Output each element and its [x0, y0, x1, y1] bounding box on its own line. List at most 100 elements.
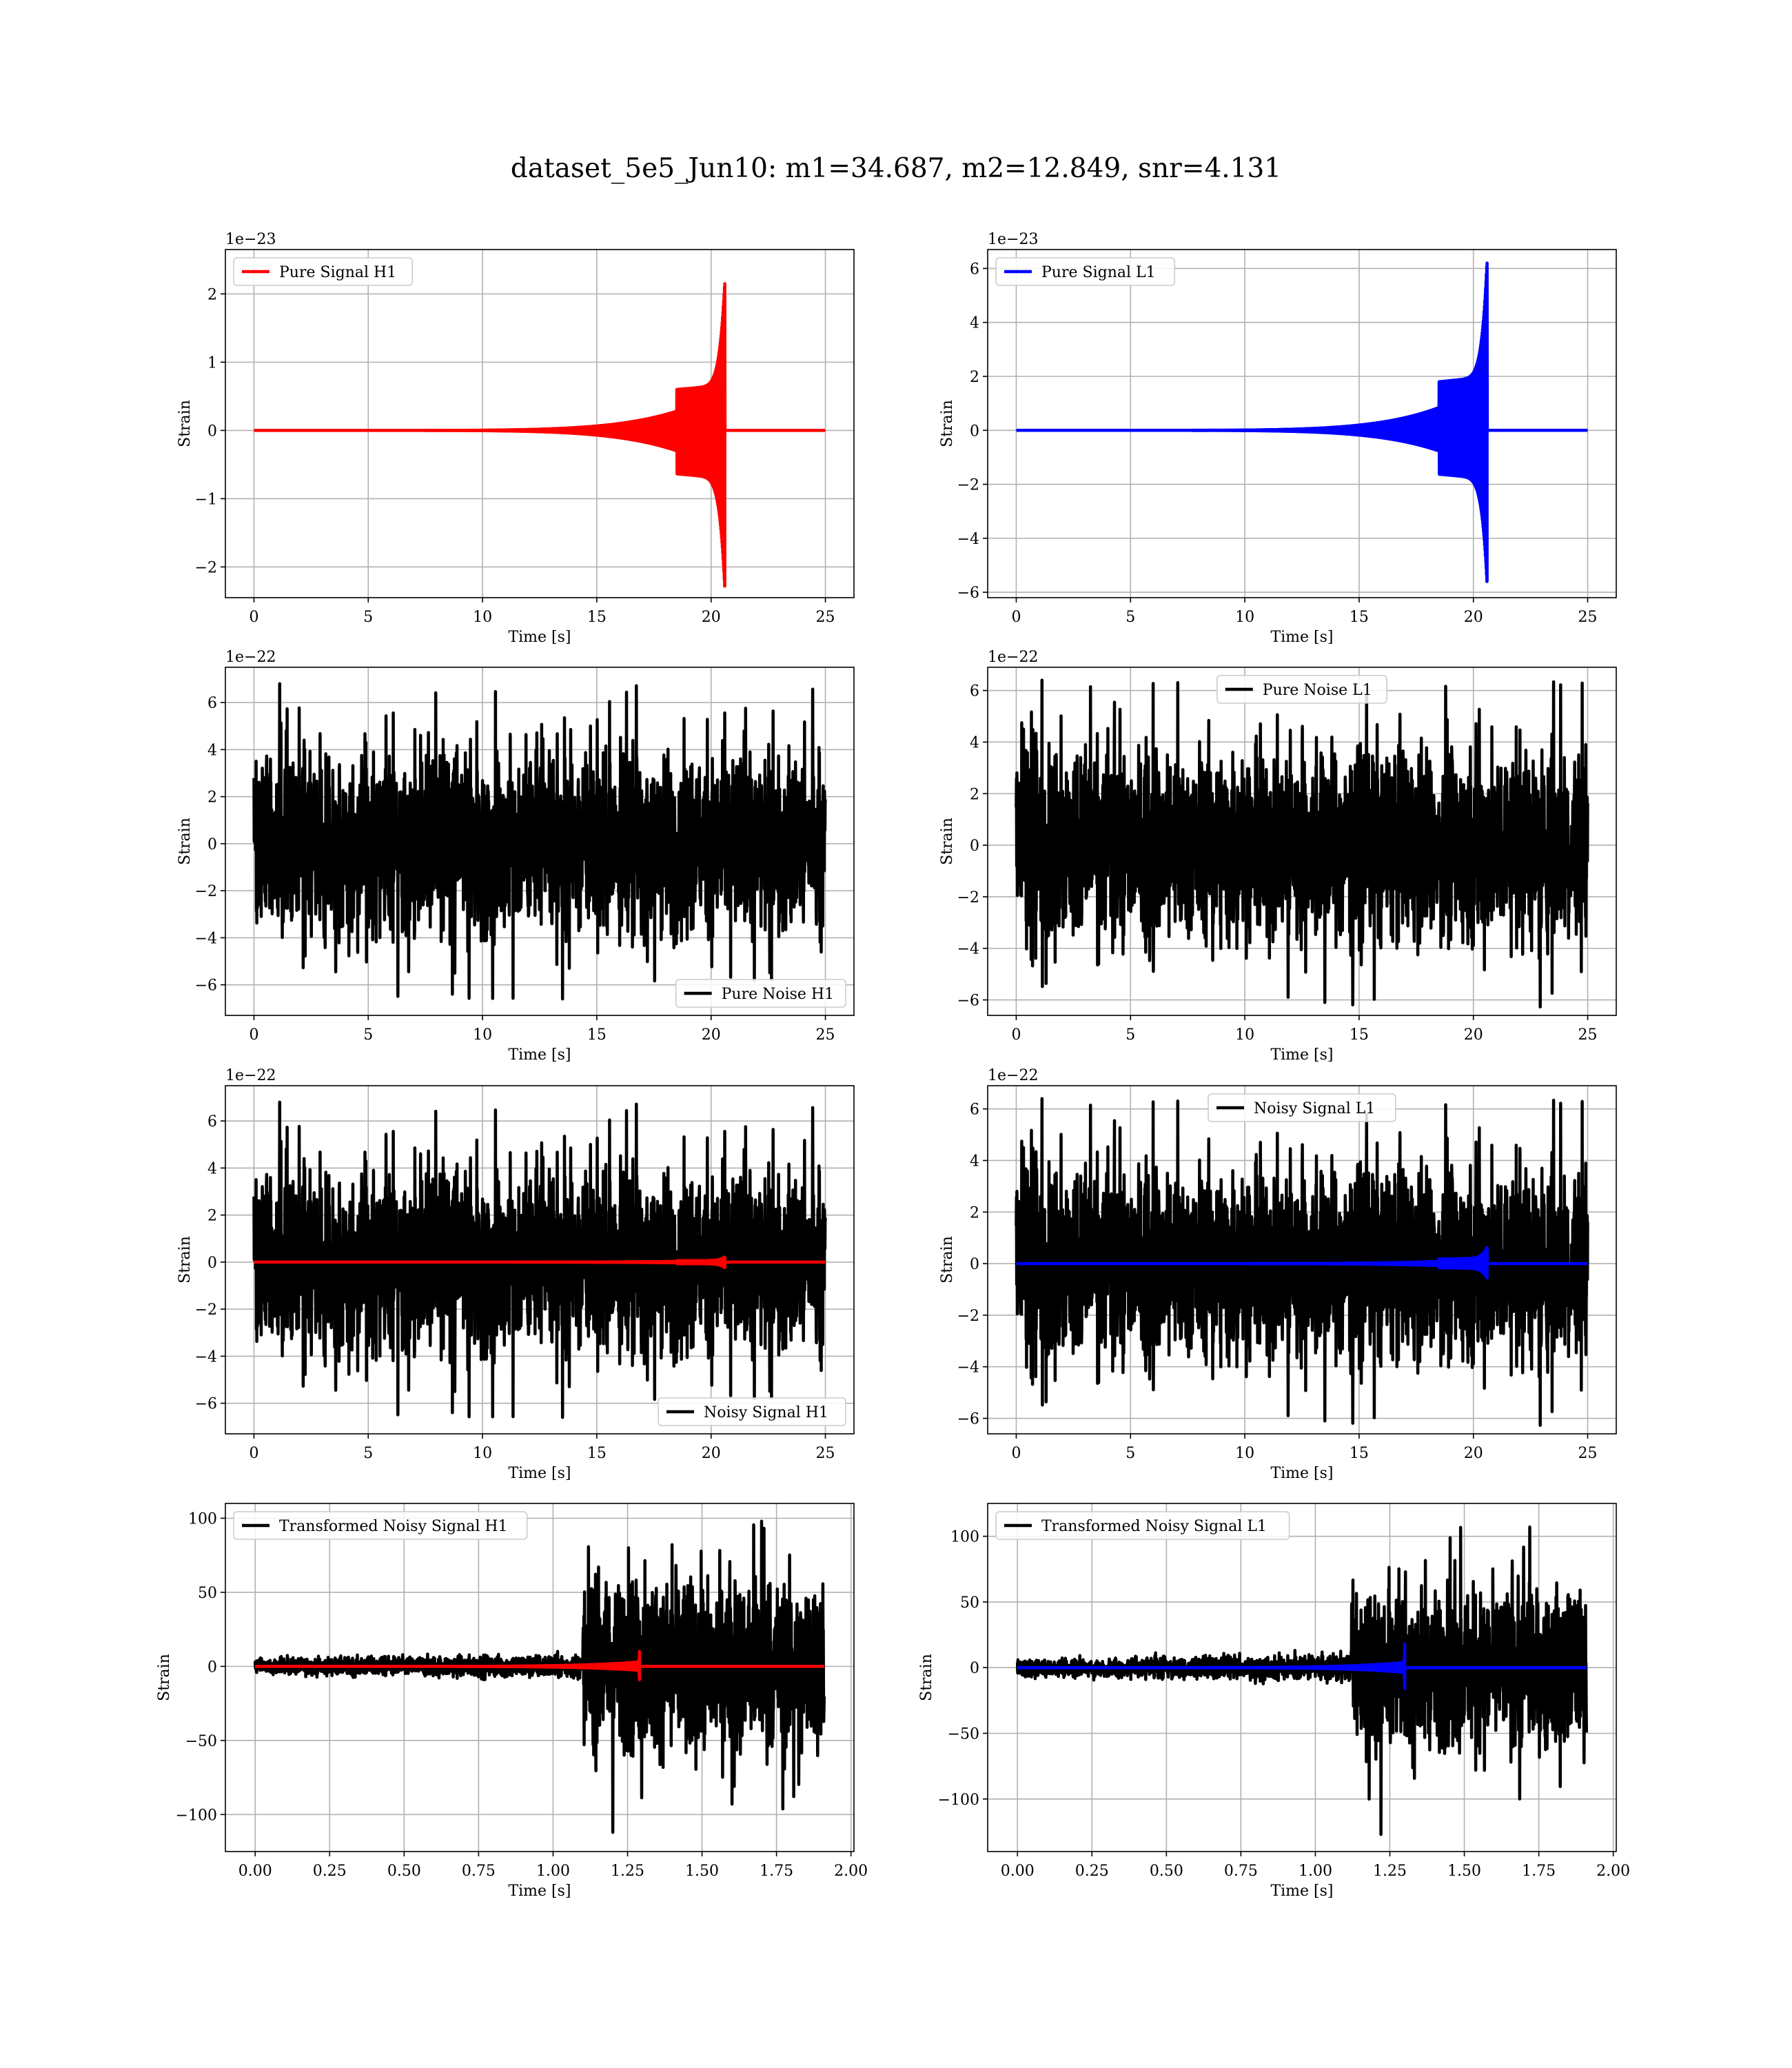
- y-tick-label: −100: [176, 1807, 217, 1824]
- offset-text: 1e−22: [225, 1067, 276, 1084]
- y-tick-label: 6: [970, 1102, 979, 1119]
- x-tick-label: 10: [473, 1026, 492, 1044]
- axes-frame: [225, 1503, 855, 1852]
- series-line: [252, 1255, 827, 1270]
- legend-label: Pure Noise L1: [1263, 682, 1372, 699]
- legend: Noisy Signal H1: [658, 1397, 846, 1426]
- y-tick-label: 2: [207, 1208, 217, 1225]
- axes-frame: [225, 249, 855, 598]
- x-tick-label: 25: [1578, 609, 1598, 626]
- y-tick-label: 2: [970, 369, 979, 386]
- legend: Pure Signal H1: [233, 257, 414, 286]
- series-line: [1015, 1525, 1589, 1836]
- y-tick-label: −6: [957, 993, 979, 1010]
- x-tick-label: 0.50: [1150, 1863, 1183, 1880]
- series-line: [1016, 1642, 1588, 1690]
- legend: Transformed Noisy Signal L1: [995, 1511, 1290, 1540]
- legend-label: Noisy Signal L1: [1254, 1100, 1375, 1117]
- x-tick-label: 2.00: [1596, 1863, 1630, 1880]
- x-tick-label: 0: [249, 1026, 258, 1044]
- legend: Pure Signal L1: [995, 257, 1176, 286]
- y-tick-label: −4: [957, 941, 979, 958]
- y-tick-label: 50: [198, 1585, 217, 1602]
- x-tick-label: 5: [363, 1026, 373, 1044]
- x-tick-label: 0: [1011, 1026, 1021, 1044]
- y-tick-label: 0: [207, 1659, 217, 1676]
- axes-frame: [987, 1503, 1617, 1852]
- legend: Noisy Signal L1: [1208, 1093, 1396, 1122]
- series-line: [252, 1100, 827, 1419]
- x-axis-label: Time [s]: [508, 629, 571, 646]
- x-tick-label: 5: [363, 1445, 373, 1462]
- axes-frame: [225, 667, 855, 1016]
- y-tick-label: 0: [970, 423, 979, 440]
- subplot-3: 0 5 10 15 20 25 −6 −4 −2 0 2 4 6 Time [s] Strain 1e−22 P…: [176, 649, 855, 1064]
- x-tick-label: 15: [1350, 609, 1369, 626]
- y-axis-label: Strain: [176, 818, 194, 865]
- x-tick-label: 20: [702, 609, 721, 626]
- subplot-4: 0 5 10 15 20 25 −6 −4 −2 0 2 4 6 Time [s] Strain 1e−22 P…: [939, 649, 1617, 1064]
- x-tick-label: 25: [1578, 1026, 1598, 1044]
- x-tick-label: 1.25: [611, 1863, 644, 1880]
- legend: Pure Noise H1: [675, 979, 846, 1008]
- y-tick-label: −1: [195, 491, 217, 508]
- y-axis-label: Strain: [939, 400, 956, 447]
- x-tick-label: 10: [1235, 1026, 1254, 1044]
- x-tick-label: 1.00: [1299, 1863, 1332, 1880]
- y-tick-label: −50: [948, 1725, 979, 1743]
- y-tick-label: 6: [207, 695, 217, 712]
- x-tick-label: 15: [1350, 1026, 1369, 1044]
- x-axis-label: Time [s]: [1270, 1046, 1333, 1064]
- y-tick-label: −2: [957, 477, 979, 494]
- y-tick-label: −2: [195, 1301, 217, 1319]
- y-tick-label: −2: [195, 883, 217, 900]
- subplot-7: 0.00 0.25 0.50 0.75 1.00 1.25 1.50 1.75 2.00 −100…: [156, 1503, 868, 1900]
- x-tick-label: 1.00: [536, 1863, 570, 1880]
- x-tick-label: 25: [816, 1445, 835, 1462]
- y-tick-label: 6: [970, 683, 979, 700]
- y-tick-label: 100: [950, 1529, 979, 1546]
- series-line: [1015, 261, 1589, 583]
- legend-box: [233, 1511, 528, 1540]
- x-axis-label: Time [s]: [508, 1046, 571, 1064]
- y-tick-label: 4: [207, 1160, 217, 1177]
- legend-box: [658, 1397, 846, 1426]
- figure-title: dataset_5e5_Jun10: m1=34.687, m2=12.849,…: [510, 153, 1282, 184]
- x-tick-label: 0.00: [238, 1863, 272, 1880]
- x-tick-label: 15: [587, 1026, 607, 1044]
- offset-text: 1e−22: [988, 1067, 1038, 1084]
- axes-frame: [987, 667, 1617, 1016]
- legend-label: Pure Noise H1: [722, 986, 835, 1003]
- y-tick-label: −4: [957, 531, 979, 548]
- y-tick-label: 0: [207, 836, 217, 853]
- subplot-6: 0 5 10 15 20 25 −6 −4 −2 0 2 4 6 Time [s] Strain 1e−22 N…: [939, 1067, 1617, 1482]
- x-tick-label: 5: [1126, 1026, 1135, 1044]
- x-tick-label: 0.25: [1075, 1863, 1109, 1880]
- series-line: [253, 1519, 826, 1834]
- y-tick-label: −6: [957, 585, 979, 602]
- x-tick-label: 5: [1126, 609, 1135, 626]
- x-tick-label: 0.75: [462, 1863, 496, 1880]
- y-tick-label: −4: [195, 1348, 217, 1366]
- x-tick-label: 20: [702, 1445, 721, 1462]
- x-tick-label: 0: [1011, 609, 1021, 626]
- x-tick-label: 25: [816, 609, 835, 626]
- series-line: [252, 282, 827, 588]
- x-tick-label: 0: [1011, 1445, 1021, 1462]
- x-tick-label: 0.75: [1224, 1863, 1258, 1880]
- y-axis-label: Strain: [176, 1236, 194, 1284]
- x-axis-label: Time [s]: [1270, 1883, 1333, 1900]
- offset-text: 1e−22: [225, 649, 276, 666]
- y-tick-label: 50: [960, 1594, 979, 1612]
- y-tick-label: 2: [970, 1204, 979, 1221]
- subplot-5: 0 5 10 15 20 25 −6 −4 −2 0 2 4 6 Time [s] Strain 1e−22 N…: [176, 1067, 855, 1482]
- legend-label: Noisy Signal H1: [704, 1404, 828, 1421]
- y-tick-label: 4: [970, 1153, 979, 1170]
- y-axis-label: Strain: [939, 818, 956, 865]
- x-tick-label: 15: [1350, 1445, 1369, 1462]
- axes-frame: [987, 249, 1617, 598]
- y-tick-label: 0: [207, 423, 217, 440]
- y-tick-label: −2: [195, 559, 217, 576]
- x-tick-label: 20: [702, 1026, 721, 1044]
